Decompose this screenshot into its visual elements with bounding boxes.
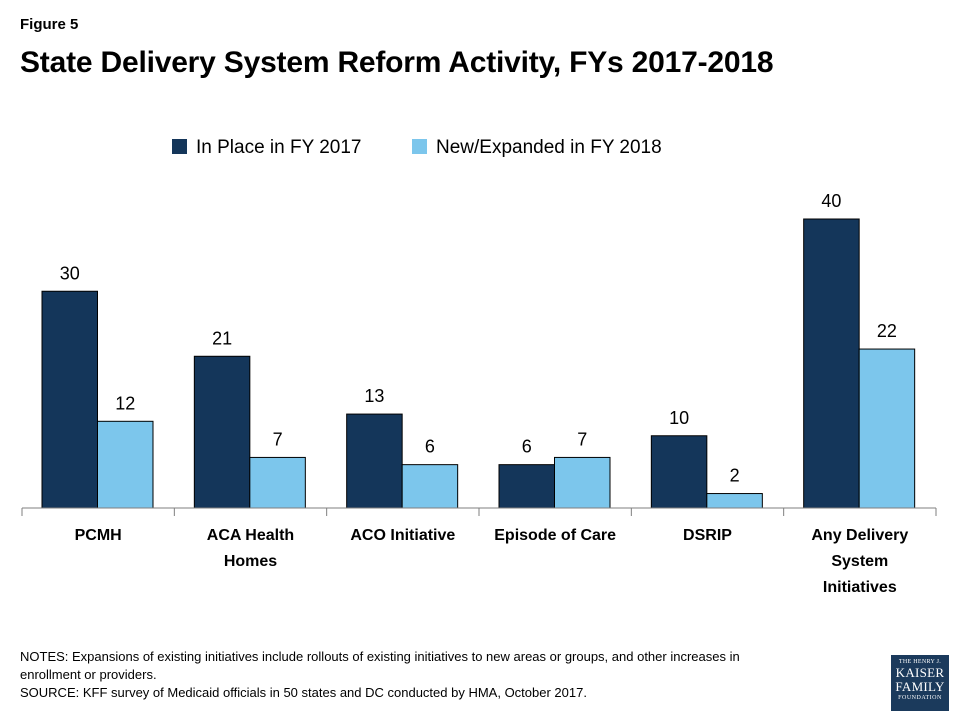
bars: 30 12 21 7 13 6 6 7 10 2 40 22	[41, 191, 916, 509]
category-label-line: DSRIP	[683, 527, 732, 544]
logo-text-family: FAMILY	[895, 679, 945, 694]
legend-label: In Place in FY 2017	[196, 137, 361, 158]
category-label: DSRIP	[683, 527, 732, 544]
bar	[97, 420, 154, 509]
bar	[41, 290, 98, 509]
category-label-line: ACA Health	[207, 527, 294, 544]
category-label: Any Delivery System Initiatives	[811, 527, 908, 596]
bar	[401, 464, 459, 509]
category-label: Episode of Care	[494, 527, 616, 544]
category-label-line: Episode of Care	[494, 527, 616, 544]
logo-text-foundation: FOUNDATION	[898, 695, 942, 701]
logo-text-kaiser: KAISER	[895, 665, 945, 680]
data-label: 6	[425, 437, 435, 457]
bar	[498, 464, 555, 509]
data-label: 12	[115, 393, 135, 413]
figure-label: Figure 5	[20, 16, 79, 33]
data-label: 30	[60, 263, 80, 283]
category-label-line: Initiatives	[823, 579, 897, 596]
legend-label: New/Expanded in FY 2018	[436, 137, 662, 158]
category-label: ACO Initiative	[350, 527, 455, 544]
bar	[249, 456, 306, 509]
x-axis: PCMH ACA Health Homes ACO Initiative Episode…	[21, 507, 937, 596]
notes-line: NOTES: Expansions of existing initiative…	[20, 649, 740, 664]
bar	[193, 355, 251, 509]
bar	[554, 456, 611, 509]
logo-text-top: THE HENRY J.	[898, 659, 942, 665]
bar	[803, 218, 860, 509]
category-label-line: Any Delivery	[811, 527, 908, 544]
source-line: SOURCE: KFF survey of Medicaid officials…	[20, 685, 587, 700]
category-label: PCMH	[75, 527, 122, 544]
data-label: 7	[577, 429, 587, 449]
notes-line: enrollment or providers.	[20, 667, 157, 682]
category-label-line: ACO Initiative	[350, 527, 455, 544]
data-label: 21	[212, 328, 232, 348]
data-label: 10	[669, 408, 689, 428]
category-label-line: Homes	[224, 553, 277, 570]
bar	[650, 435, 708, 509]
data-label: 2	[730, 466, 740, 486]
data-label: 22	[877, 321, 897, 341]
data-label: 13	[364, 386, 384, 406]
legend: In Place in FY 2017 New/Expanded in FY 20…	[172, 137, 662, 158]
legend-swatch	[412, 139, 427, 154]
data-label: 6	[522, 437, 532, 457]
bar	[706, 493, 763, 509]
data-label: 40	[821, 191, 841, 211]
chart-title: State Delivery System Reform Activity, F…	[20, 46, 774, 79]
category-label-line: PCMH	[75, 527, 122, 544]
legend-swatch	[172, 139, 187, 154]
bar-chart: In Place in FY 2017 New/Expanded in FY 20…	[21, 137, 937, 596]
bar	[858, 348, 916, 509]
data-label: 7	[273, 429, 283, 449]
bar	[346, 413, 403, 509]
notes: NOTES: Expansions of existing initiative…	[20, 648, 850, 702]
kff-logo: THE HENRY J. KAISER FAMILY FOUNDATION	[891, 655, 949, 711]
category-label: ACA Health Homes	[207, 527, 294, 570]
category-label-line: System	[831, 553, 888, 570]
